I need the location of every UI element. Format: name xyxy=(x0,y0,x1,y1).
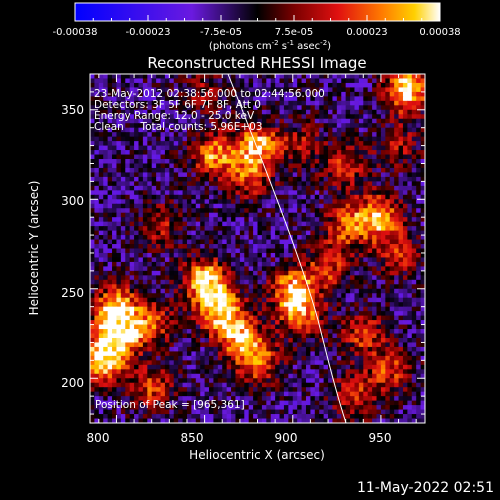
heatmap-image xyxy=(90,74,425,423)
solar-limb-line xyxy=(227,74,347,423)
colorbar-unit-label: (photons cm-2 s-1 asec-2) xyxy=(209,39,331,52)
annotation-clean-counts: Clean Total counts: 5.96E+03 xyxy=(94,121,263,133)
axis-ticks xyxy=(90,73,425,423)
x-axis-label: Heliocentric X (arcsec) xyxy=(189,448,325,462)
colorbar-tick-labels: -0.00038 -0.00023 -7.5e-05 7.5e-05 0.000… xyxy=(53,27,461,38)
y-tick-label: 300 xyxy=(61,194,84,208)
x-tick-label: 900 xyxy=(275,431,298,445)
colorbar-tick-label: -7.5e-05 xyxy=(200,27,242,38)
chart-title: Reconstructed RHESSI Image xyxy=(147,54,366,72)
render-timestamp: 11-May-2022 02:51 xyxy=(356,480,494,496)
colorbar-tick-label: 0.00023 xyxy=(346,27,387,38)
colorbar-tick-label: -0.00023 xyxy=(126,27,171,38)
colorbar-ticks xyxy=(74,15,441,21)
colorbar-tick-label: 0.00038 xyxy=(419,27,460,38)
peak-position-label: Position of Peak = [965,361] xyxy=(95,399,245,411)
x-tick-label: 800 xyxy=(87,431,110,445)
y-tick-label: 200 xyxy=(61,376,84,390)
annotation-energy-range: Energy Range: 12.0 - 25.0 keV xyxy=(94,110,255,122)
annotation-time-range: 23-May-2012 02:38:56.000 to 02:44:56.000 xyxy=(94,88,325,100)
x-tick-label: 950 xyxy=(369,431,392,445)
y-tick-labels: 200 250 300 350 xyxy=(61,103,84,390)
y-tick-label: 350 xyxy=(61,103,84,117)
y-tick-label: 250 xyxy=(61,286,84,300)
x-tick-label: 850 xyxy=(181,431,204,445)
y-axis-label: Heliocentric Y (arcsec) xyxy=(27,181,41,316)
colorbar-tick-label: -0.00038 xyxy=(53,27,98,38)
info-annotations: 23-May-2012 02:38:56.000 to 02:44:56.000… xyxy=(94,88,325,133)
x-tick-labels: 800 850 900 950 xyxy=(87,431,392,445)
colorbar-tick-label: 7.5e-05 xyxy=(275,27,313,38)
annotation-detectors: Detectors: 3F 5F 6F 7F 8F, Att 0 xyxy=(94,99,261,111)
